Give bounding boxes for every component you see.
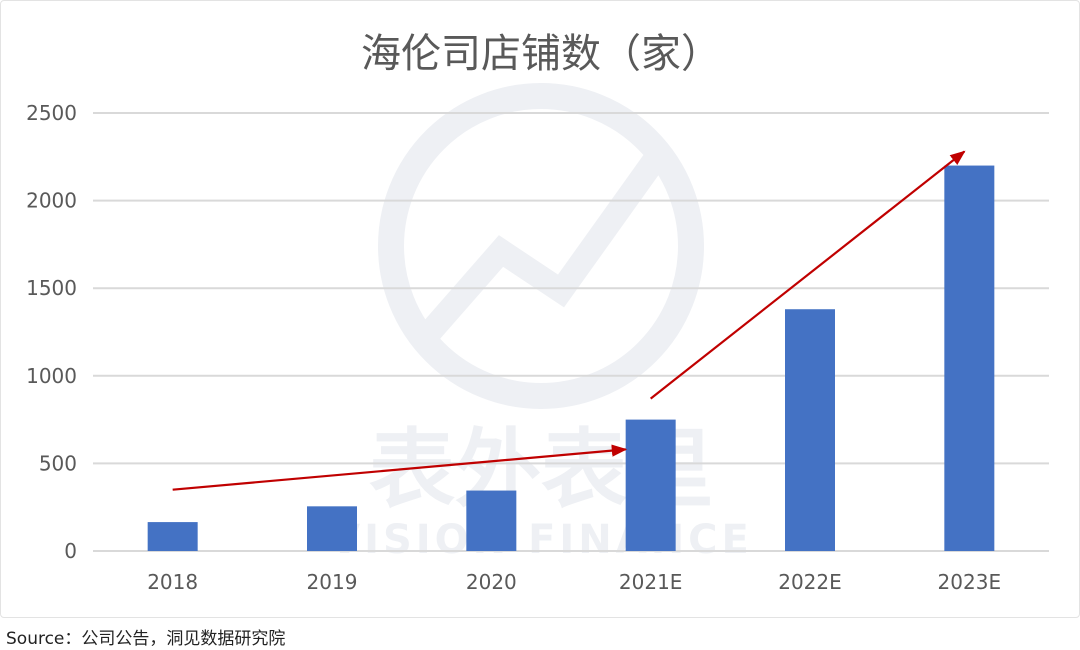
x-tick-label: 2019 xyxy=(307,570,358,594)
trend-arrow-2 xyxy=(649,150,966,400)
y-tick-label: 0 xyxy=(64,539,77,563)
y-tick-label: 500 xyxy=(39,451,77,475)
y-tick-label: 2000 xyxy=(26,189,77,213)
bar-2023E xyxy=(944,165,995,551)
trend-arrows xyxy=(172,150,966,491)
x-tick-label: 2022E xyxy=(778,570,842,594)
grid xyxy=(93,112,1049,552)
source-note: Source：公司公告，洞见数据研究院 xyxy=(6,629,286,649)
bar-2019 xyxy=(307,506,357,551)
trend-arrow-1 xyxy=(172,444,628,491)
y-tick-label: 1000 xyxy=(26,364,77,388)
watermark-en-text: VISION FINANCE xyxy=(329,517,753,563)
watermark-circle xyxy=(378,83,704,409)
x-tick-label: 2021E xyxy=(619,570,683,594)
bar-2020 xyxy=(466,490,517,551)
x-tick-label: 2018 xyxy=(147,570,198,594)
x-tick-label: 2023E xyxy=(938,570,1002,594)
bar-2022E xyxy=(785,309,835,551)
bars xyxy=(147,165,995,551)
axes: 0 500 1000 1500 2000 2500 2018 2019 2020 2021E 202… xyxy=(26,101,1001,594)
x-tick-label: 2020 xyxy=(466,570,517,594)
chart-frame: 表外表里 VISION FINANCE 0 500 1000 1500 2000 2500 2… xyxy=(0,0,1080,618)
bar-2018 xyxy=(147,522,198,551)
y-tick-label: 2500 xyxy=(26,101,77,125)
watermark-trend-line xyxy=(421,144,671,339)
y-tick-label: 1500 xyxy=(26,276,77,300)
bar-2021E xyxy=(625,419,676,551)
chart-title: 海伦司店铺数（家） xyxy=(361,31,721,77)
